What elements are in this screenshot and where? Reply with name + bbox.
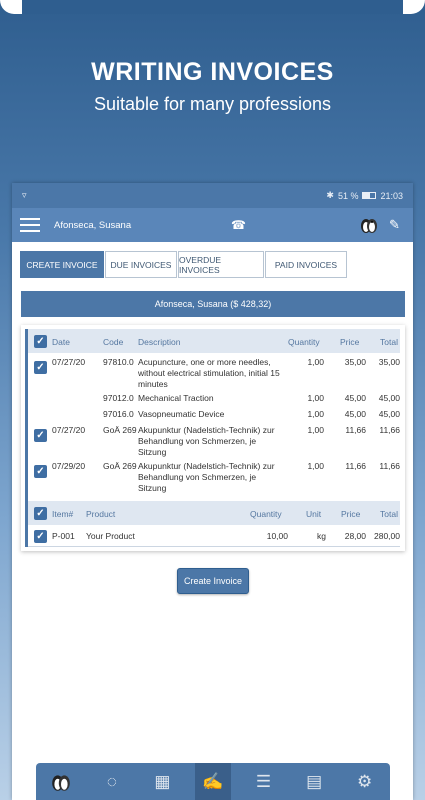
row-quantity: 1,00 xyxy=(307,409,324,419)
header-price: Price xyxy=(341,509,361,519)
create-invoice-button[interactable]: Create Invoice xyxy=(177,568,249,594)
wifi-icon: ▿ xyxy=(22,190,27,200)
row-price: 11,66 xyxy=(345,425,366,435)
row-divider xyxy=(28,546,400,547)
header-description: Description xyxy=(138,337,181,347)
row-quantity: 1,00 xyxy=(307,393,324,403)
row-total: 35,00 xyxy=(378,357,400,367)
tab-overdue-invoices[interactable]: OVERDUE INVOICES xyxy=(178,251,264,278)
row-price: 28,00 xyxy=(344,531,366,541)
row-date: 07/27/20 xyxy=(52,425,86,435)
tab-paid-invoices[interactable]: PAID INVOICES xyxy=(265,251,347,278)
clock: 21:03 xyxy=(380,190,403,201)
row-unit: kg xyxy=(317,531,326,541)
select-all-treatments-checkbox[interactable]: ✓ xyxy=(34,335,47,348)
bluetooth-icon: ✱ xyxy=(326,190,334,200)
row-description: Akupunktur (Nadelstich-Technik) zur Beha… xyxy=(138,461,275,493)
row-total: 11,66 xyxy=(379,425,400,435)
row-total: 45,00 xyxy=(378,409,400,419)
products-header: ✓ Item# Product Quantity Unit Price Tota… xyxy=(28,501,400,525)
battery-level: 51 % xyxy=(337,190,359,201)
tab-due-invoices[interactable]: DUE INVOICES xyxy=(105,251,177,278)
row-description: Akupunktur (Nadelstich-Technik) zur Beha… xyxy=(138,425,275,457)
row-code: 97810.0 xyxy=(103,357,134,367)
battery-icon xyxy=(362,192,377,199)
header-product: Product xyxy=(86,509,116,519)
row-quantity: 10,00 xyxy=(266,531,288,541)
app-bar: Afonseca, Susana ☎ ✎ xyxy=(12,208,413,242)
patient-avatar-icon[interactable] xyxy=(359,215,379,240)
device-screen: ▿ ✱ 51 % 21:03 Afonseca, Susana ☎ ✎ CREA… xyxy=(12,183,413,800)
invoice-icon[interactable]: ✍ xyxy=(194,763,231,800)
row-total: 11,66 xyxy=(379,461,400,471)
bottom-navigation: ◌ ▦ ✍ ☰ ▤ ⚙ xyxy=(36,763,390,800)
row-quantity: 1,00 xyxy=(307,357,324,367)
header-date: Date xyxy=(52,337,70,347)
row-checkbox[interactable]: ✓ xyxy=(34,530,47,543)
invoice-tabs: CREATE INVOICE DUE INVOICES OVERDUE INVO… xyxy=(20,251,348,278)
row-code: GoÄ 269 xyxy=(103,425,137,435)
promo-title: WRITING INVOICES xyxy=(91,58,334,86)
invoice-items-card: ✓ Date Code Description Quantity Price T… xyxy=(21,325,405,551)
acupuncture-icon[interactable]: ◌ xyxy=(106,771,117,791)
row-total: 45,00 xyxy=(378,393,400,403)
select-all-products-checkbox[interactable]: ✓ xyxy=(34,507,47,520)
row-price: 45,00 xyxy=(344,409,366,419)
menu-icon[interactable] xyxy=(20,218,40,232)
header-total: Total xyxy=(380,509,398,519)
row-quantity: 1,00 xyxy=(307,461,324,471)
row-code: 97016.0 xyxy=(103,409,134,419)
row-checkbox[interactable]: ✓ xyxy=(34,429,47,442)
edit-icon[interactable]: ✎ xyxy=(389,217,400,232)
status-bar: ▿ ✱ 51 % 21:03 xyxy=(12,183,413,208)
row-item: P-001 xyxy=(52,531,75,541)
row-price: 45,00 xyxy=(344,393,366,403)
header-total: Total xyxy=(380,337,398,347)
calendar-icon[interactable]: ▦ xyxy=(154,771,171,791)
treatments-header: ✓ Date Code Description Quantity Price T… xyxy=(28,329,400,353)
checklist-icon[interactable]: ☰ xyxy=(255,771,272,791)
row-code: GoÄ 269 xyxy=(103,461,137,471)
patients-icon[interactable] xyxy=(43,767,79,797)
row-description: Mechanical Traction xyxy=(138,393,214,403)
header-quantity: Quantity xyxy=(288,337,320,347)
phone-icon[interactable]: ☎ xyxy=(231,218,246,232)
row-checkbox[interactable]: ✓ xyxy=(34,361,47,374)
row-date: 07/29/20 xyxy=(52,461,86,471)
document-icon[interactable]: ▤ xyxy=(306,771,323,791)
header-code: Code xyxy=(103,337,124,347)
row-product: Your Product xyxy=(86,531,135,541)
row-code: 97012.0 xyxy=(103,393,134,403)
header-price: Price xyxy=(340,337,360,347)
row-quantity: 1,00 xyxy=(307,425,324,435)
row-description: Vasopneumatic Device xyxy=(138,409,225,419)
header-quantity: Quantity xyxy=(250,509,282,519)
promo-subtitle: Suitable for many professions xyxy=(93,94,332,114)
row-checkbox[interactable]: ✓ xyxy=(34,465,47,478)
settings-icon[interactable]: ⚙ xyxy=(357,771,373,791)
top-notch xyxy=(0,0,425,14)
row-description: Acupuncture, one or more needles, withou… xyxy=(138,357,280,389)
tab-create-invoice[interactable]: CREATE INVOICE xyxy=(20,251,104,278)
row-price: 11,66 xyxy=(345,461,366,471)
row-price: 35,00 xyxy=(344,357,366,367)
patient-name: Afonseca, Susana xyxy=(54,219,132,231)
row-total: 280,00 xyxy=(374,531,400,541)
header-unit: Unit xyxy=(306,509,322,519)
patient-balance-banner: Afonseca, Susana ($ 428,32) xyxy=(21,291,405,317)
header-item: Item# xyxy=(52,509,74,519)
row-date: 07/27/20 xyxy=(52,357,86,367)
